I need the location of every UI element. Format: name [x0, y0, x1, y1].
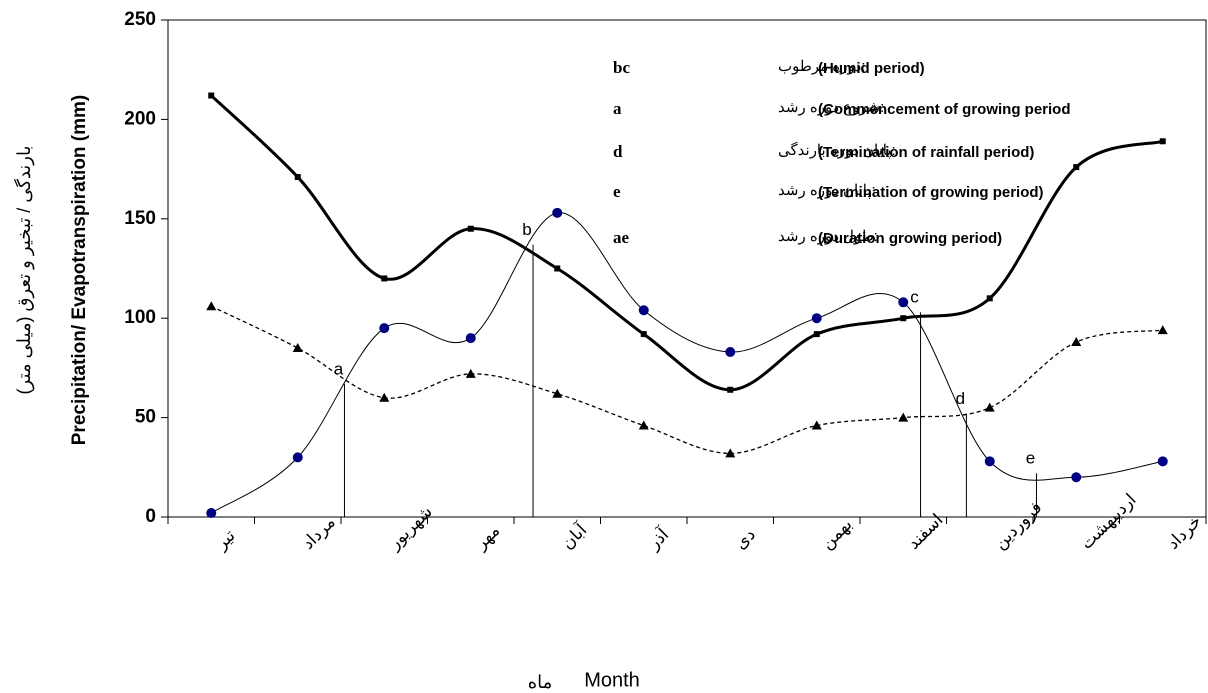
marker — [727, 386, 734, 393]
marker — [1073, 164, 1080, 171]
note-persian: :پایان دوره رشد — [778, 182, 876, 199]
y-tick-label: 200 — [124, 108, 156, 129]
marker — [811, 420, 822, 430]
marker — [1071, 337, 1082, 347]
marker — [984, 456, 995, 467]
note-english: (Duration growing period) — [818, 230, 1002, 247]
series-line — [210, 94, 1164, 392]
y-axis-label: Precipitation/ Evapotranspiration (mm) — [69, 95, 90, 446]
x-axis-label-persian: ماه — [528, 672, 553, 692]
note-key: e — [613, 182, 621, 201]
marker — [984, 402, 995, 412]
note-persian: :پایان دوره بارندگی — [778, 141, 896, 159]
marker — [1159, 138, 1166, 145]
marker — [554, 265, 561, 272]
marker — [898, 297, 909, 308]
x-tick-label: آذر — [642, 523, 674, 555]
note-key: d — [613, 142, 623, 161]
x-tick-label: فروردین — [990, 498, 1046, 554]
marker — [465, 368, 476, 378]
marker — [811, 313, 822, 324]
note-persian: :شروع دوره رشد — [778, 99, 884, 116]
annotation-label: c — [910, 288, 919, 307]
y-tick-label: 50 — [135, 407, 156, 428]
marker — [1157, 325, 1168, 335]
x-tick-label: آبان — [556, 518, 591, 553]
y-tick-label: 100 — [124, 307, 156, 328]
annotation-label: d — [956, 389, 965, 408]
y-tick-label: 250 — [124, 9, 156, 30]
marker — [292, 452, 303, 463]
marker — [900, 315, 907, 322]
marker — [206, 301, 217, 311]
marker — [292, 343, 303, 353]
annotation-label: b — [522, 220, 531, 239]
marker — [206, 508, 217, 519]
marker — [465, 333, 476, 344]
marker — [381, 275, 388, 282]
marker — [1071, 472, 1082, 483]
note-key: ae — [613, 228, 630, 247]
note-persian: :دوره مرطوب — [778, 58, 865, 75]
x-tick-label: اردیبهشت — [1077, 490, 1141, 554]
marker — [379, 323, 390, 334]
marker — [813, 331, 820, 338]
note-english: (Termination of rainfall period) — [818, 144, 1034, 161]
marker — [725, 346, 736, 357]
marker — [208, 92, 215, 99]
x-tick-label: بهمن — [817, 515, 856, 554]
marker — [640, 331, 647, 338]
marker — [1157, 456, 1168, 467]
note-key: a — [613, 99, 622, 118]
marker — [552, 388, 563, 398]
series-line — [210, 305, 1163, 455]
x-tick-label: دی — [731, 525, 759, 553]
note-key: bc — [613, 58, 630, 77]
marker — [467, 225, 474, 232]
plot-frame — [167, 19, 1207, 518]
note-english: (Humid period) — [818, 60, 925, 77]
x-tick-label: شهریور — [384, 502, 436, 554]
marker — [379, 392, 390, 402]
note-persian: :طول دوره رشد — [778, 228, 878, 245]
marker — [638, 420, 649, 430]
annotation-label: a — [334, 359, 344, 378]
marker — [638, 305, 649, 316]
x-tick-label: تیر — [211, 526, 240, 555]
marker — [986, 295, 993, 302]
marker — [294, 174, 301, 181]
note-english: (Termination of growing period) — [818, 184, 1044, 201]
x-axis-label: Month — [584, 669, 640, 691]
y-tick-label: 150 — [124, 208, 156, 229]
marker — [898, 412, 909, 422]
y-tick-label: 0 — [145, 506, 156, 527]
x-tick-label: خرداد — [1163, 511, 1205, 553]
x-tick-label: مرداد — [298, 512, 339, 553]
marker — [725, 448, 736, 458]
annotation-label: e — [1026, 449, 1035, 468]
x-tick-label: مهر — [471, 521, 504, 554]
y-axis-label-persian: بارندگی / تبخیر و تعرق (میلی متر) — [13, 146, 35, 395]
marker — [552, 207, 563, 218]
note-english: (Commencement of growing period — [818, 101, 1071, 118]
